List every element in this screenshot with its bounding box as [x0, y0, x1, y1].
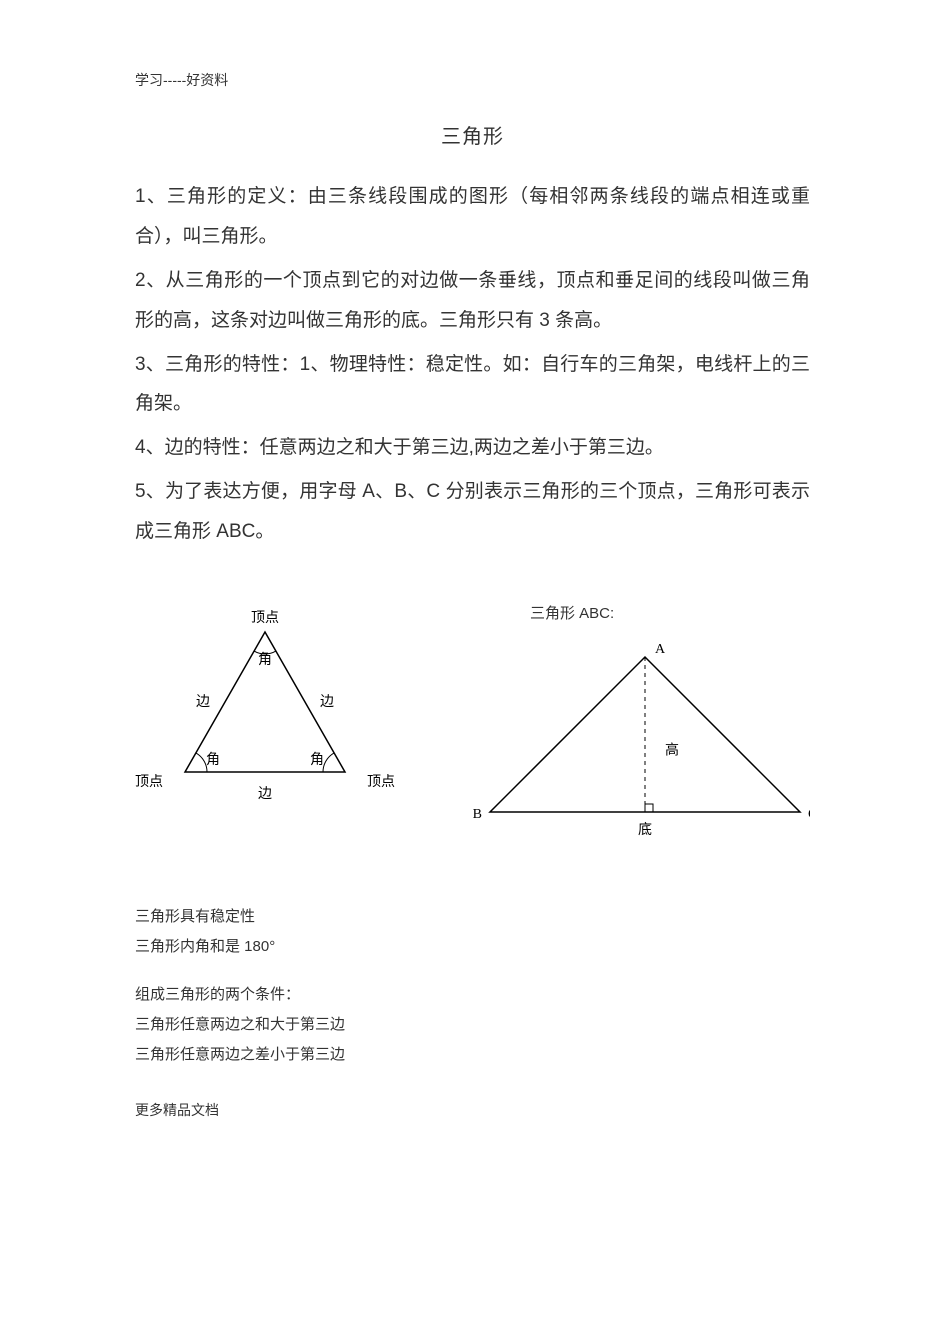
notes-block-1: 三角形具有稳定性 三角形内角和是 180°	[135, 902, 810, 962]
diagram-triangle-abc: 三角形 ABC: A B C 高底	[470, 602, 810, 852]
paragraph-3: 3、三角形的特性：1、物理特性：稳定性。如：自行车的三角架，电线杆上的三角架。	[135, 345, 810, 425]
diagram-triangle-parts: 顶点顶点顶点角角角边边边	[135, 602, 395, 852]
svg-text:底: 底	[638, 822, 652, 838]
page-footer: 更多精品文档	[135, 1100, 810, 1120]
svg-text:边: 边	[320, 694, 334, 710]
svg-text:边: 边	[258, 786, 272, 802]
note-angle-sum: 三角形内角和是 180°	[135, 932, 810, 962]
paragraph-1: 1、三角形的定义：由三条线段围成的图形（每相邻两条线段的端点相连或重合），叫三角…	[135, 177, 810, 257]
note-condition-1: 三角形任意两边之和大于第三边	[135, 1010, 810, 1040]
note-stability: 三角形具有稳定性	[135, 902, 810, 932]
svg-text:C: C	[808, 807, 810, 822]
triangle-parts-svg: 顶点顶点顶点角角角边边边	[135, 602, 395, 822]
svg-text:顶点: 顶点	[251, 610, 279, 626]
paragraph-4: 4、边的特性：任意两边之和大于第三边,两边之差小于第三边。	[135, 428, 810, 468]
svg-text:A: A	[655, 642, 666, 657]
diagram-row: 顶点顶点顶点角角角边边边 三角形 ABC: ABC高底	[135, 602, 810, 852]
svg-text:角: 角	[258, 652, 272, 668]
diagram2-title: 三角形 ABC:	[530, 602, 810, 623]
svg-text:顶点: 顶点	[367, 774, 395, 790]
svg-text:边: 边	[196, 694, 210, 710]
document-page: 学习-----好资料 三角形 1、三角形的定义：由三条线段围成的图形（每相邻两条…	[0, 0, 945, 1337]
page-header: 学习-----好资料	[135, 70, 810, 90]
svg-text:顶点: 顶点	[135, 774, 163, 790]
svg-text:B: B	[473, 807, 482, 822]
svg-text:高: 高	[665, 742, 679, 759]
svg-text:角: 角	[310, 752, 324, 768]
notes-block-2: 组成三角形的两个条件： 三角形任意两边之和大于第三边 三角形任意两边之差小于第三…	[135, 980, 810, 1070]
document-title: 三角形	[135, 120, 810, 149]
note-condition-2: 三角形任意两边之差小于第三边	[135, 1040, 810, 1070]
paragraph-5: 5、为了表达方便，用字母 A、B、C 分别表示三角形的三个顶点，三角形可表示成三…	[135, 472, 810, 552]
note-conditions-title: 组成三角形的两个条件：	[135, 980, 810, 1010]
svg-text:角: 角	[206, 752, 220, 768]
triangle-abc-svg: A B C 高底	[470, 627, 810, 847]
paragraph-2: 2、从三角形的一个顶点到它的对边做一条垂线，顶点和垂足间的线段叫做三角形的高，这…	[135, 261, 810, 341]
